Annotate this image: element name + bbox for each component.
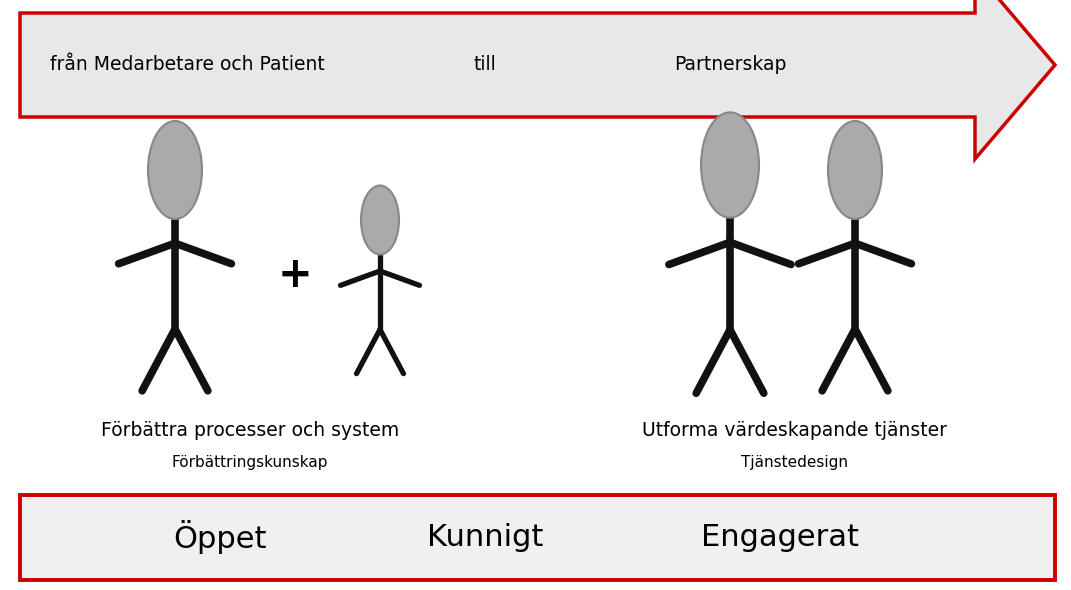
Text: Förbättra processer och system: Förbättra processer och system xyxy=(101,421,399,440)
Text: Förbättringskunskap: Förbättringskunskap xyxy=(171,454,328,470)
Ellipse shape xyxy=(828,121,883,219)
Ellipse shape xyxy=(702,112,759,218)
Text: Öppet: Öppet xyxy=(174,520,267,555)
Text: +: + xyxy=(277,254,313,296)
Text: från Medarbetare och Patient: från Medarbetare och Patient xyxy=(50,55,325,74)
Text: till: till xyxy=(473,55,496,74)
Ellipse shape xyxy=(361,185,399,254)
Text: Tjänstedesign: Tjänstedesign xyxy=(741,454,848,470)
Ellipse shape xyxy=(148,121,202,219)
Text: Utforma värdeskapande tjänster: Utforma värdeskapande tjänster xyxy=(643,421,948,440)
Text: Engagerat: Engagerat xyxy=(702,523,859,552)
Polygon shape xyxy=(20,0,1055,159)
Text: Kunnigt: Kunnigt xyxy=(427,523,543,552)
Text: Partnerskap: Partnerskap xyxy=(674,55,786,74)
FancyBboxPatch shape xyxy=(20,495,1055,580)
